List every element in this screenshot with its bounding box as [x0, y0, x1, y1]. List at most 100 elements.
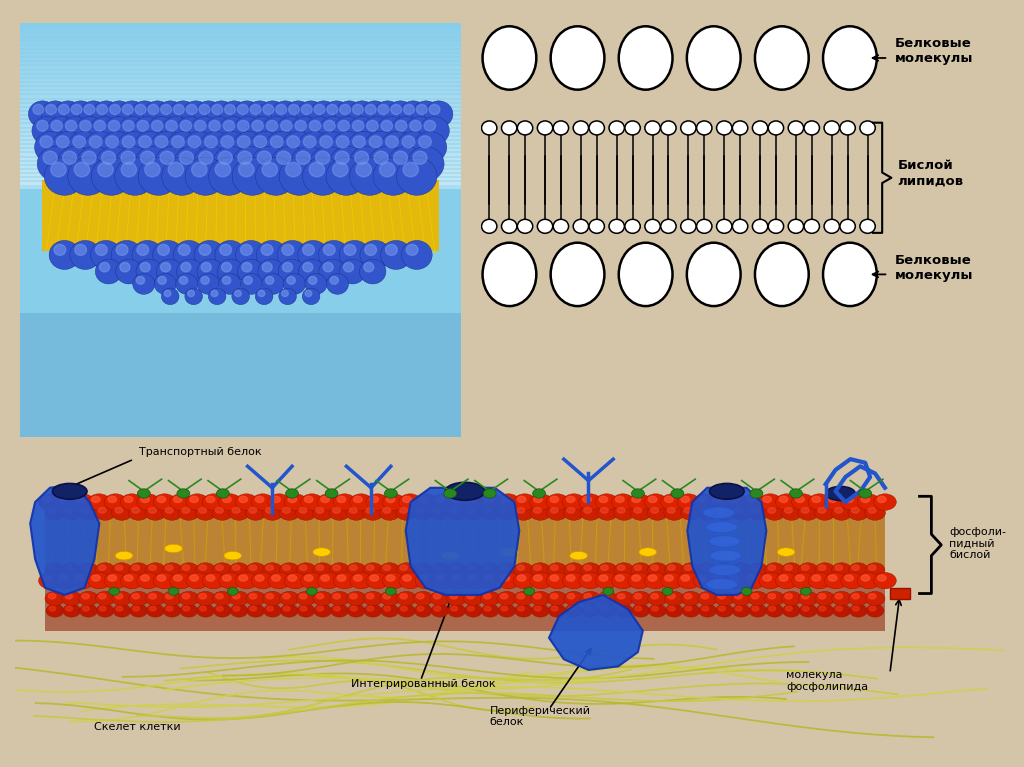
Circle shape: [483, 594, 492, 599]
Circle shape: [631, 563, 650, 577]
Circle shape: [324, 245, 335, 255]
Circle shape: [681, 575, 689, 581]
Bar: [20, 129, 461, 135]
Circle shape: [841, 494, 863, 510]
Circle shape: [354, 151, 369, 164]
Circle shape: [215, 508, 223, 513]
Circle shape: [216, 565, 223, 571]
Circle shape: [330, 591, 349, 606]
Circle shape: [51, 163, 67, 177]
Circle shape: [215, 241, 246, 269]
Circle shape: [337, 496, 346, 502]
Circle shape: [49, 241, 80, 269]
Circle shape: [333, 594, 340, 599]
Ellipse shape: [824, 219, 840, 233]
Circle shape: [417, 508, 424, 513]
Circle shape: [257, 151, 271, 164]
Circle shape: [232, 594, 240, 599]
Circle shape: [396, 505, 417, 520]
Circle shape: [166, 606, 173, 611]
Circle shape: [262, 274, 284, 295]
Circle shape: [97, 104, 108, 114]
Circle shape: [233, 606, 240, 611]
Ellipse shape: [52, 483, 87, 499]
Bar: [20, 158, 461, 164]
Circle shape: [677, 572, 699, 589]
Circle shape: [746, 575, 755, 581]
Circle shape: [579, 572, 602, 589]
Ellipse shape: [681, 121, 696, 135]
Circle shape: [189, 117, 220, 145]
Circle shape: [95, 245, 108, 255]
Ellipse shape: [538, 121, 553, 135]
Circle shape: [116, 565, 123, 571]
Bar: [20, 100, 461, 106]
Circle shape: [551, 565, 558, 571]
Circle shape: [238, 104, 248, 114]
Bar: [20, 58, 461, 64]
Circle shape: [118, 117, 148, 145]
Circle shape: [208, 288, 226, 304]
Bar: [20, 133, 461, 139]
Circle shape: [232, 117, 263, 145]
Circle shape: [148, 508, 157, 513]
Circle shape: [681, 563, 700, 577]
Circle shape: [312, 591, 333, 606]
Circle shape: [236, 494, 258, 510]
Circle shape: [54, 101, 82, 127]
Circle shape: [741, 588, 752, 595]
Circle shape: [46, 104, 56, 114]
Circle shape: [239, 496, 248, 502]
Circle shape: [349, 157, 390, 196]
Circle shape: [796, 575, 804, 581]
Circle shape: [628, 572, 650, 589]
Bar: [20, 62, 461, 68]
Circle shape: [212, 104, 222, 114]
Circle shape: [464, 572, 487, 589]
Circle shape: [302, 288, 319, 304]
Circle shape: [434, 606, 440, 611]
Circle shape: [669, 606, 675, 611]
Circle shape: [80, 604, 97, 617]
Circle shape: [582, 604, 599, 617]
Circle shape: [157, 101, 184, 127]
Ellipse shape: [589, 121, 604, 135]
Circle shape: [631, 591, 650, 606]
Circle shape: [170, 572, 193, 589]
Circle shape: [219, 494, 242, 510]
Polygon shape: [406, 488, 519, 595]
Circle shape: [565, 604, 583, 617]
Circle shape: [73, 136, 86, 148]
Circle shape: [632, 489, 644, 498]
Circle shape: [258, 101, 287, 127]
Circle shape: [501, 594, 508, 599]
Circle shape: [148, 565, 157, 571]
Circle shape: [550, 508, 558, 513]
Circle shape: [634, 508, 642, 513]
Circle shape: [419, 496, 428, 502]
Circle shape: [792, 572, 814, 589]
Ellipse shape: [115, 551, 133, 560]
Circle shape: [731, 591, 751, 606]
Circle shape: [246, 101, 273, 127]
Circle shape: [353, 496, 362, 502]
Circle shape: [95, 505, 116, 520]
Circle shape: [76, 146, 113, 181]
Circle shape: [323, 101, 350, 127]
Ellipse shape: [482, 26, 537, 90]
Circle shape: [121, 163, 136, 177]
Ellipse shape: [860, 219, 876, 233]
Circle shape: [785, 606, 793, 611]
Circle shape: [321, 575, 330, 581]
Ellipse shape: [551, 26, 604, 90]
Circle shape: [82, 594, 89, 599]
Circle shape: [815, 591, 835, 606]
Circle shape: [415, 572, 438, 589]
Ellipse shape: [589, 219, 604, 233]
Circle shape: [179, 151, 194, 164]
Circle shape: [327, 274, 348, 295]
Circle shape: [172, 136, 184, 148]
Circle shape: [98, 594, 106, 599]
Circle shape: [318, 117, 349, 145]
Circle shape: [104, 572, 127, 589]
